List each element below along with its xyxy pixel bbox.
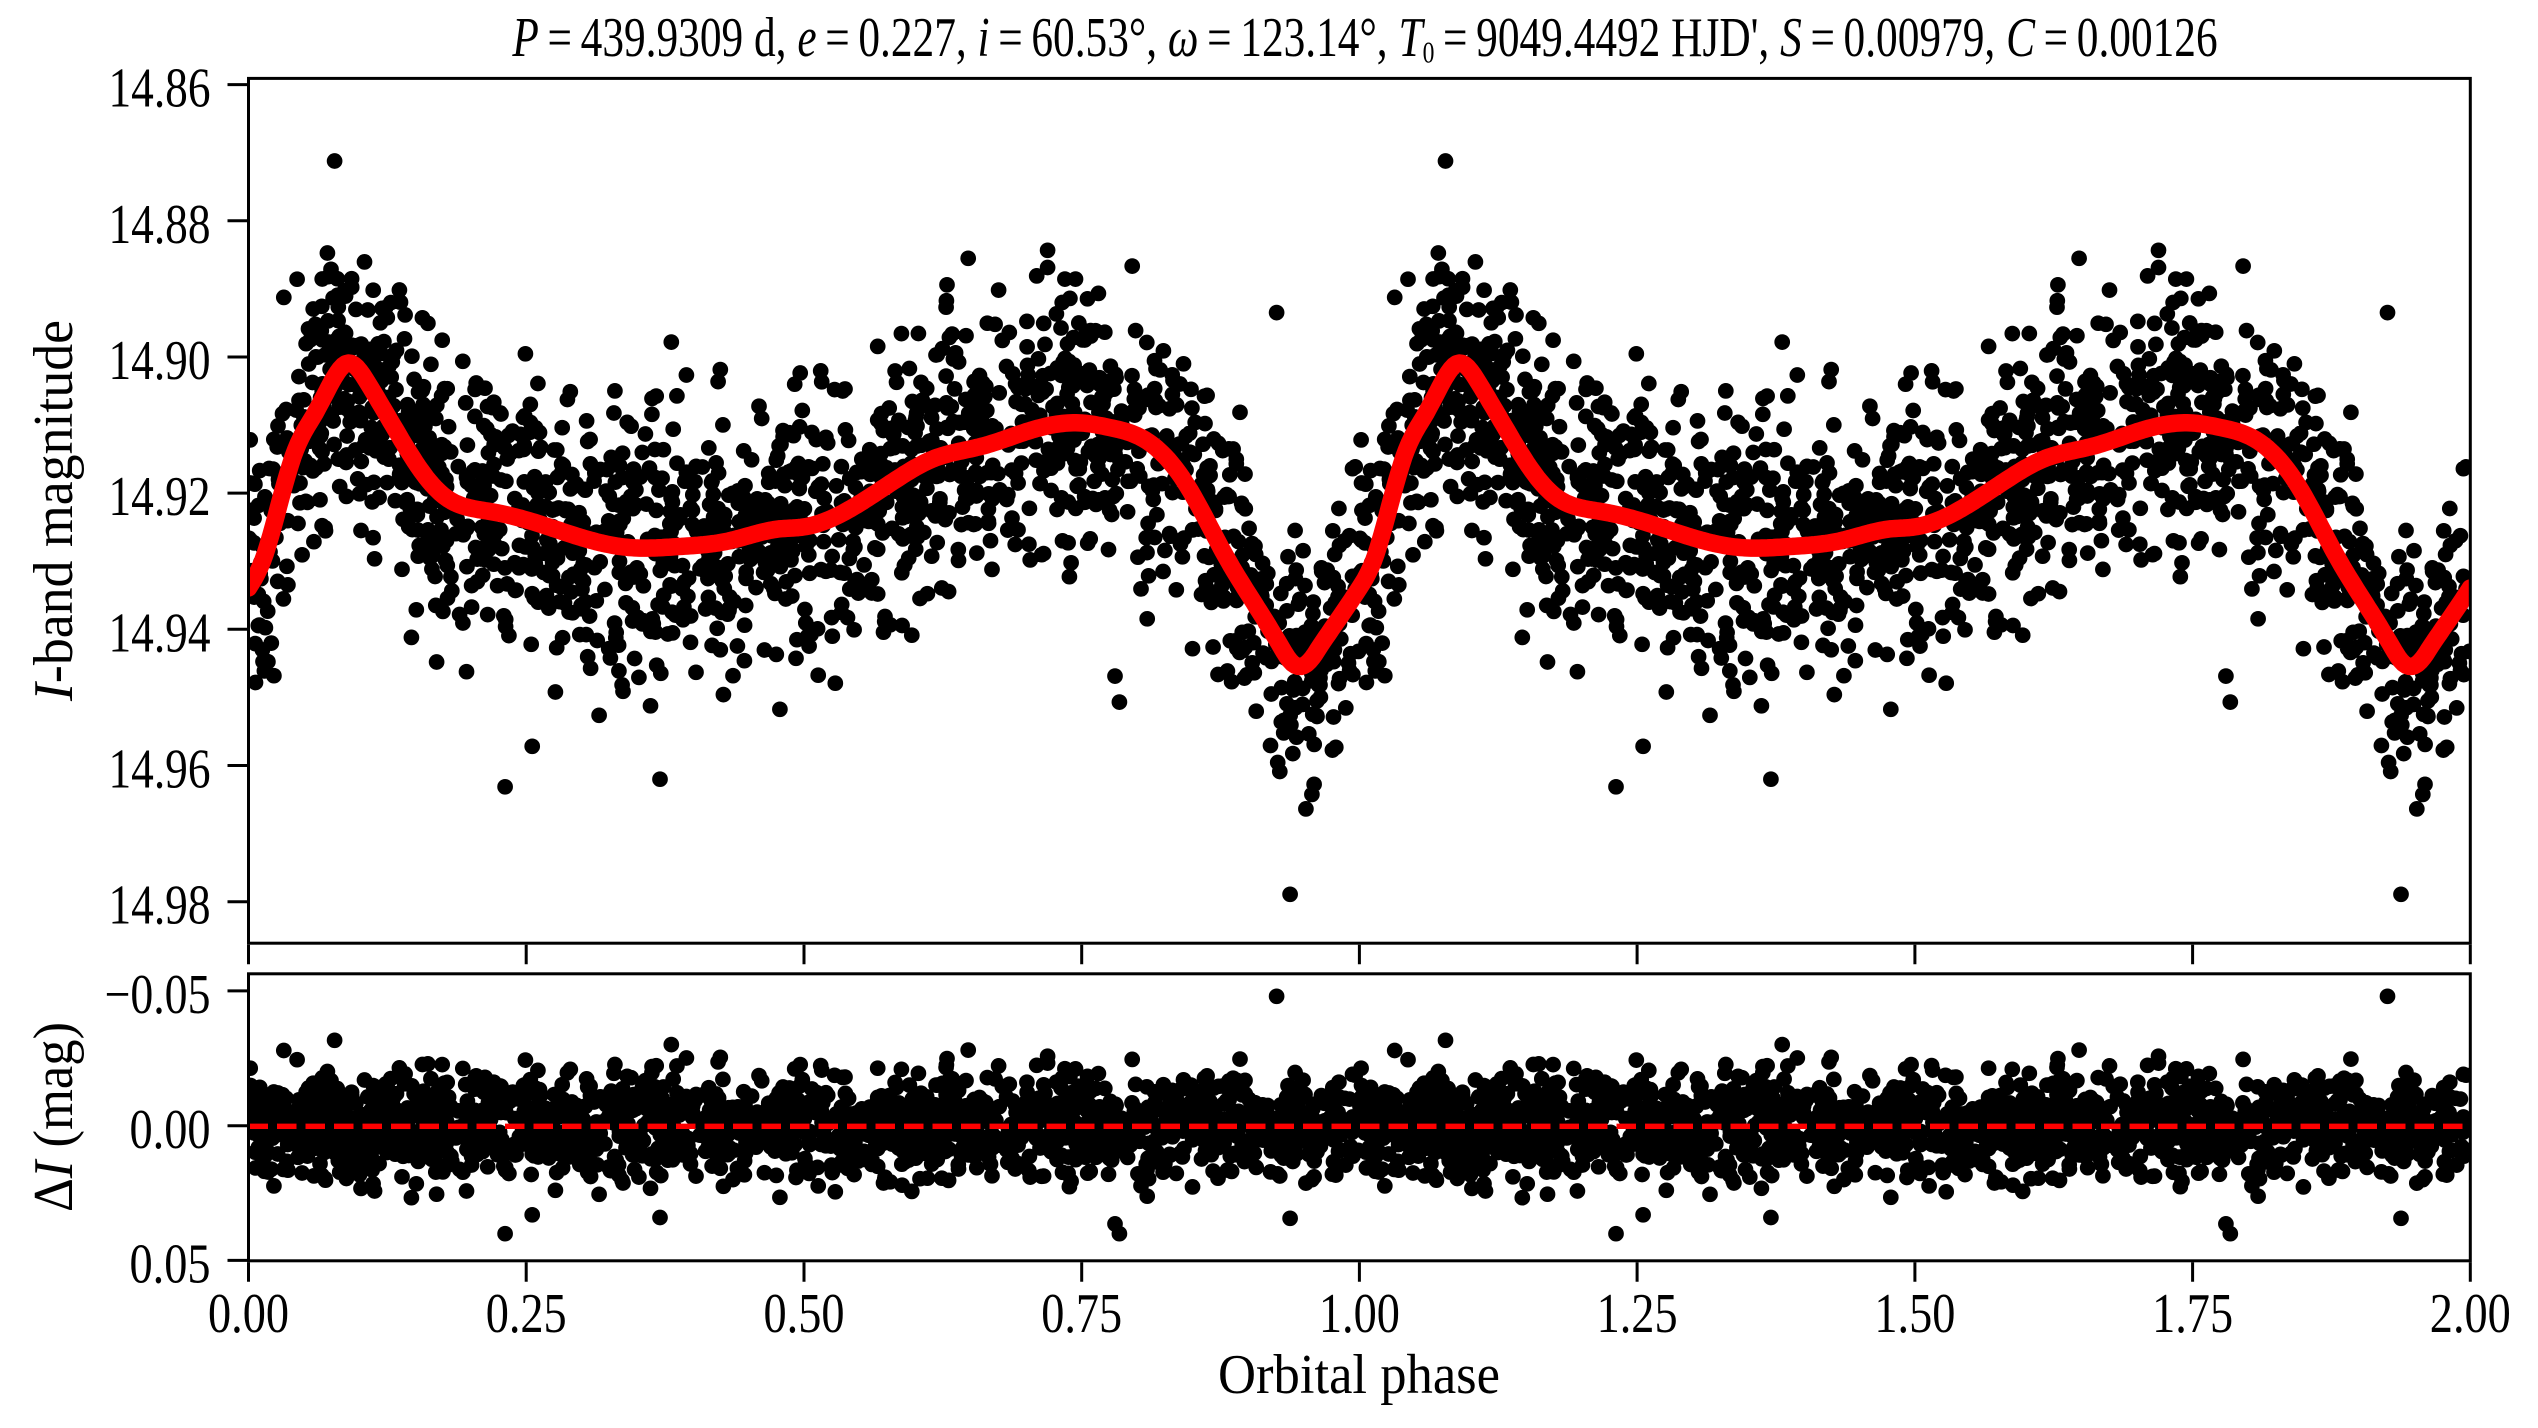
svg-text:0.00: 0.00 xyxy=(208,1283,289,1345)
svg-text:14.86: 14.86 xyxy=(109,58,211,120)
svg-text:1.75: 1.75 xyxy=(2152,1283,2233,1345)
svg-text:P = 439.9309 d, e = 0.227, i =: P = 439.9309 d, e = 0.227, i = 60.53°, ω… xyxy=(512,6,2218,70)
svg-text:0.75: 0.75 xyxy=(1041,1283,1122,1345)
svg-text:−0.05: −0.05 xyxy=(105,964,211,1026)
svg-text:1.50: 1.50 xyxy=(1874,1283,1955,1345)
svg-text:0.05: 0.05 xyxy=(130,1233,211,1295)
svg-text:0.25: 0.25 xyxy=(486,1283,567,1345)
svg-text:ΔI (mag): ΔI (mag) xyxy=(23,1022,85,1212)
svg-text:14.96: 14.96 xyxy=(109,739,211,801)
svg-text:1.00: 1.00 xyxy=(1319,1283,1400,1345)
svg-text:Orbital phase: Orbital phase xyxy=(1218,1344,1500,1406)
svg-text:14.88: 14.88 xyxy=(109,194,211,256)
svg-text:0.00: 0.00 xyxy=(130,1099,211,1161)
svg-text:I-band magnitude: I-band magnitude xyxy=(23,320,85,702)
svg-text:14.94: 14.94 xyxy=(109,602,211,664)
svg-text:14.92: 14.92 xyxy=(109,466,211,528)
svg-text:14.90: 14.90 xyxy=(109,330,211,392)
svg-text:2.00: 2.00 xyxy=(2430,1283,2511,1345)
svg-text:1.25: 1.25 xyxy=(1597,1283,1678,1345)
svg-text:14.98: 14.98 xyxy=(109,875,211,937)
svg-text:0.50: 0.50 xyxy=(764,1283,845,1345)
